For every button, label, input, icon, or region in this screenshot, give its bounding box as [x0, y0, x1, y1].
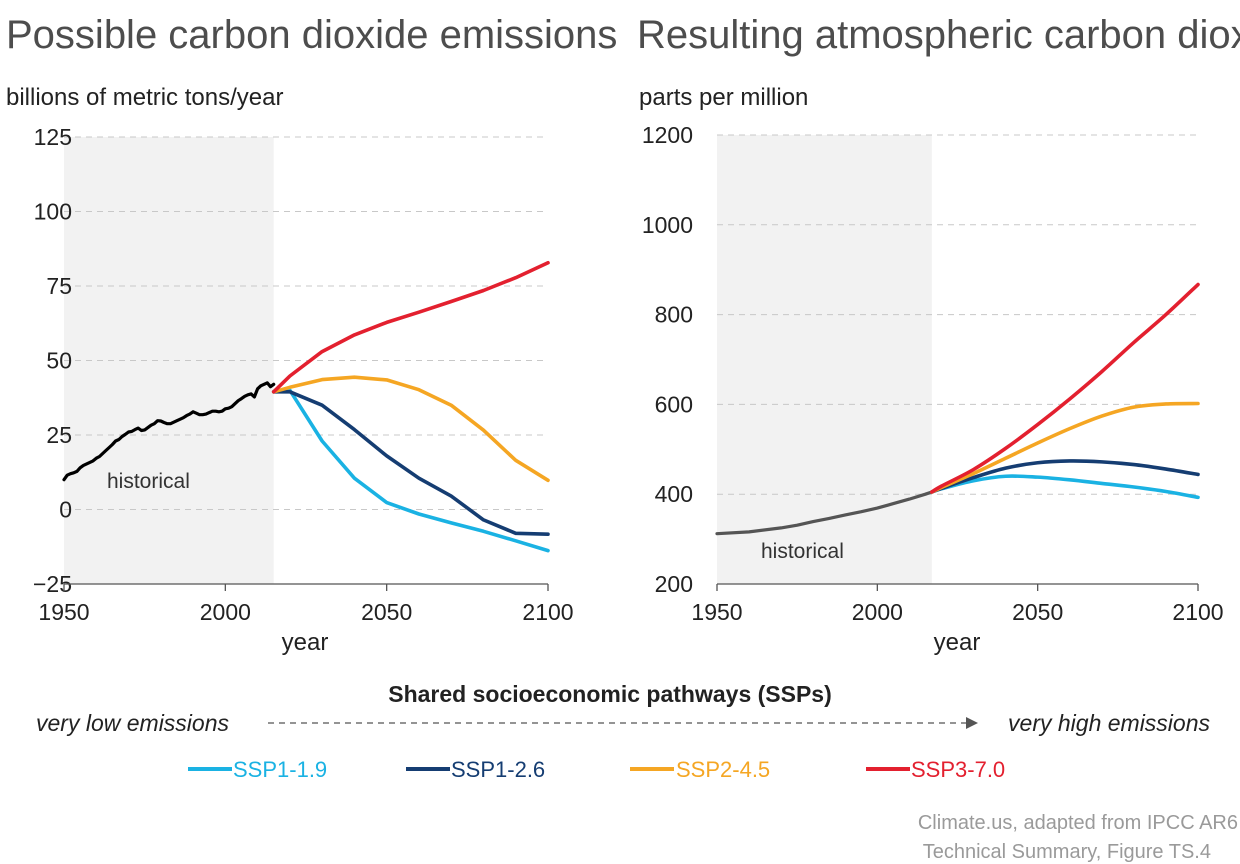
right-historical-shading [717, 135, 932, 584]
legend: Shared socioeconomic pathways (SSPs) ver… [36, 681, 1211, 782]
right-x-tick-label: 2050 [1012, 599, 1063, 625]
right-series-ssp3-7-0 [930, 282, 1200, 494]
right-x-tick-label: 2000 [852, 599, 903, 625]
right-y-unit-label: parts per million [639, 84, 808, 111]
left-chart-title: Possible carbon dioxide emissions [6, 13, 617, 57]
left-y-tick-label: 125 [34, 124, 72, 150]
legend-title: Shared socioeconomic pathways (SSPs) [388, 681, 832, 707]
right-y-tick-label: 200 [655, 571, 693, 597]
right-historical-label: historical [761, 540, 844, 563]
right-x-tick-label: 2100 [1172, 599, 1223, 625]
right-x-axis-label: year [934, 629, 981, 656]
left-series-historical [62, 381, 276, 482]
source-line-2: Technical Summary, Figure TS.4 [923, 841, 1211, 863]
left-series-ssp1-1-9 [271, 388, 550, 553]
right-y-tick-label: 800 [655, 302, 693, 328]
legend-low-label: very low emissions [36, 710, 229, 736]
left-x-tick-label: 2100 [522, 599, 573, 625]
right-y-tick-label: 1000 [642, 212, 693, 238]
left-y-tick-label: 50 [46, 348, 72, 374]
legend-arrow-head-icon [966, 717, 978, 729]
right-series-historical [715, 490, 934, 536]
left-x-axis-label: year [282, 629, 329, 656]
legend-label-ssp3-7-0: SSP3-7.0 [911, 757, 1005, 782]
left-y-unit-label: billions of metric tons/year [6, 84, 283, 111]
left-y-tick-label: 75 [46, 273, 72, 299]
legend-label-ssp2-4-5: SSP2-4.5 [676, 757, 770, 782]
left-y-tick-label: 25 [46, 422, 72, 448]
legend-high-label: very high emissions [1008, 710, 1210, 736]
right-y-tick-label: 600 [655, 391, 693, 417]
right-series-ssp1-2-6 [930, 459, 1200, 494]
left-series-ssp1-2-6 [271, 390, 550, 536]
right-chart: 200 400 600 800 1000 1200 1950 2000 2050 2100 hist… [642, 122, 1224, 625]
left-x-tick-label: 2050 [361, 599, 412, 625]
left-historical-label: historical [107, 470, 190, 493]
legend-label-ssp1-2-6: SSP1-2.6 [451, 757, 545, 782]
left-series-ssp3-7-0 [271, 261, 550, 394]
right-chart-title: Resulting atmospheric carbon dioxide [637, 13, 1240, 57]
legend-label-ssp1-1-9: SSP1-1.9 [233, 757, 327, 782]
left-y-tick-label: 0 [59, 497, 72, 523]
right-series-ssp2-4-5 [930, 401, 1200, 494]
left-x-tick-label: 2000 [200, 599, 251, 625]
left-y-tick-label: 100 [34, 199, 72, 225]
right-x-tick-label: 1950 [691, 599, 742, 625]
right-y-tick-label: 1200 [642, 122, 693, 148]
right-y-tick-label: 400 [655, 481, 693, 507]
source-line-1: Climate.us, adapted from IPCC AR6 [918, 812, 1238, 834]
left-x-tick-label: 1950 [38, 599, 89, 625]
left-series-ssp2-4-5 [271, 375, 550, 483]
